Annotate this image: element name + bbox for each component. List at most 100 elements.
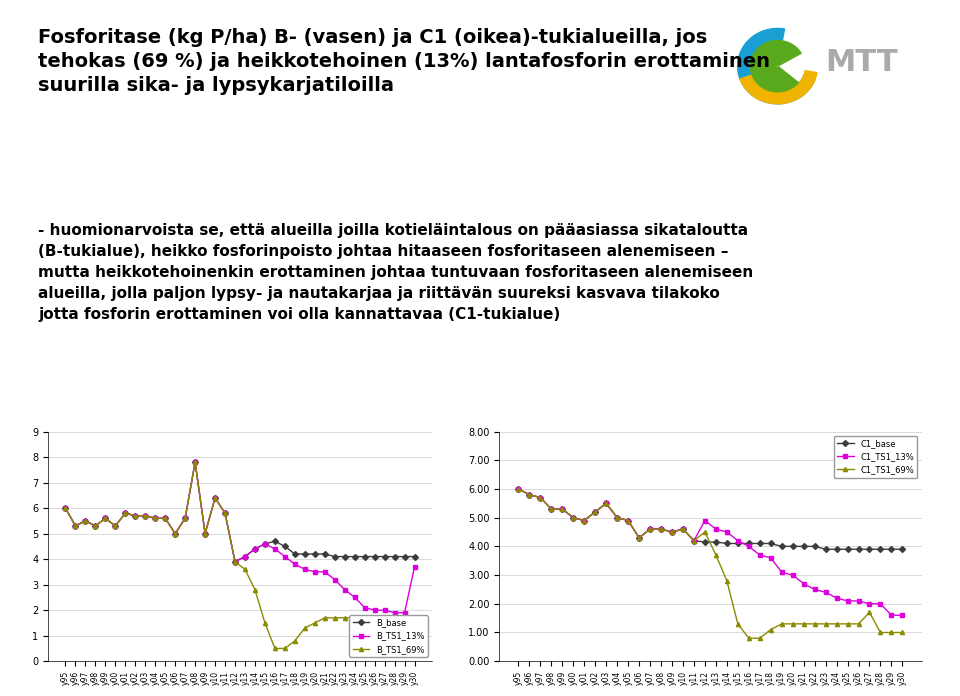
Wedge shape: [751, 40, 802, 92]
B_TS1_13%: [139, 512, 151, 520]
C1_TS1_69%: [787, 619, 799, 628]
C1_TS1_13%: [656, 525, 667, 533]
B_TS1_13%: [80, 516, 91, 525]
B_TS1_69%: [80, 516, 91, 525]
B_TS1_13%: [398, 608, 410, 617]
C1_TS1_13%: [589, 508, 601, 516]
C1_base: [579, 516, 590, 525]
B_base: [339, 553, 350, 561]
C1_TS1_13%: [688, 537, 700, 545]
B_base: [398, 553, 410, 561]
B_TS1_13%: [89, 522, 101, 530]
C1_base: [688, 537, 700, 545]
C1_TS1_13%: [787, 571, 799, 579]
B_TS1_69%: [139, 512, 151, 520]
B_TS1_69%: [70, 522, 82, 530]
C1_TS1_13%: [513, 484, 524, 493]
B_TS1_13%: [409, 562, 420, 571]
C1_TS1_69%: [666, 528, 678, 536]
C1_TS1_13%: [545, 505, 557, 513]
C1_TS1_13%: [612, 514, 623, 522]
Text: - huomionarvoista se, että alueilla joilla kotieläintalous on pääasiassa sikatal: - huomionarvoista se, että alueilla joil…: [38, 223, 754, 322]
B_base: [319, 550, 330, 558]
C1_TS1_69%: [732, 619, 744, 628]
B_TS1_13%: [60, 504, 71, 512]
C1_base: [710, 538, 722, 546]
B_TS1_13%: [389, 608, 400, 617]
Line: B_TS1_69%: B_TS1_69%: [63, 460, 417, 651]
B_TS1_69%: [269, 644, 280, 653]
C1_TS1_69%: [875, 628, 886, 637]
B_base: [348, 553, 360, 561]
B_base: [329, 553, 341, 561]
B_base: [389, 553, 400, 561]
B_TS1_13%: [109, 522, 121, 530]
B_TS1_13%: [70, 522, 82, 530]
B_TS1_69%: [109, 522, 121, 530]
B_base: [150, 514, 161, 523]
B_base: [139, 512, 151, 520]
Text: MTT: MTT: [826, 48, 899, 77]
B_base: [209, 493, 221, 502]
B_TS1_13%: [329, 576, 341, 584]
C1_TS1_69%: [589, 508, 601, 516]
C1_base: [644, 525, 656, 533]
B_TS1_13%: [339, 585, 350, 594]
B_TS1_69%: [169, 530, 180, 538]
C1_base: [886, 545, 898, 553]
Line: B_TS1_13%: B_TS1_13%: [63, 460, 417, 615]
B_TS1_69%: [389, 614, 400, 622]
B_TS1_13%: [259, 539, 271, 548]
C1_base: [535, 493, 546, 502]
B_TS1_69%: [319, 614, 330, 622]
C1_TS1_13%: [830, 594, 842, 602]
C1_TS1_13%: [721, 528, 732, 536]
C1_TS1_69%: [699, 528, 710, 536]
B_TS1_69%: [339, 614, 350, 622]
B_TS1_69%: [89, 522, 101, 530]
C1_TS1_69%: [579, 516, 590, 525]
B_base: [180, 514, 191, 523]
C1_base: [600, 499, 612, 507]
C1_base: [864, 545, 876, 553]
B_TS1_13%: [189, 458, 201, 466]
B_TS1_69%: [209, 493, 221, 502]
B_TS1_13%: [100, 514, 111, 523]
C1_TS1_69%: [545, 505, 557, 513]
C1_TS1_69%: [754, 634, 765, 642]
B_base: [70, 522, 82, 530]
C1_TS1_13%: [897, 611, 908, 619]
C1_TS1_13%: [557, 505, 568, 513]
B_TS1_69%: [309, 619, 321, 627]
B_TS1_69%: [409, 614, 420, 622]
C1_TS1_69%: [523, 491, 535, 499]
B_TS1_69%: [120, 509, 132, 517]
C1_base: [656, 525, 667, 533]
B_TS1_13%: [379, 606, 391, 615]
C1_TS1_13%: [842, 596, 853, 605]
Wedge shape: [737, 29, 815, 104]
C1_base: [567, 514, 579, 522]
C1_TS1_13%: [523, 491, 535, 499]
B_TS1_69%: [289, 637, 300, 645]
C1_TS1_13%: [776, 568, 787, 576]
B_TS1_69%: [219, 509, 230, 517]
C1_base: [634, 534, 645, 542]
C1_base: [776, 542, 787, 551]
B_base: [239, 553, 251, 561]
B_TS1_13%: [319, 568, 330, 576]
C1_TS1_13%: [600, 499, 612, 507]
B_TS1_13%: [120, 509, 132, 517]
B_TS1_69%: [189, 458, 201, 466]
B_base: [269, 537, 280, 546]
C1_base: [830, 545, 842, 553]
Line: C1_TS1_13%: C1_TS1_13%: [516, 487, 904, 617]
C1_TS1_13%: [677, 525, 688, 533]
C1_TS1_69%: [820, 619, 831, 628]
B_base: [60, 504, 71, 512]
B_TS1_13%: [239, 553, 251, 561]
B_base: [359, 553, 371, 561]
C1_TS1_13%: [875, 599, 886, 608]
B_TS1_69%: [60, 504, 71, 512]
C1_TS1_13%: [579, 516, 590, 525]
